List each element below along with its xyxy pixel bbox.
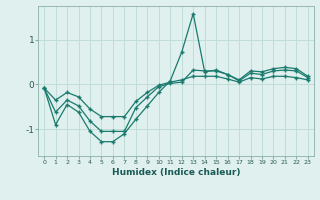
X-axis label: Humidex (Indice chaleur): Humidex (Indice chaleur): [112, 168, 240, 177]
